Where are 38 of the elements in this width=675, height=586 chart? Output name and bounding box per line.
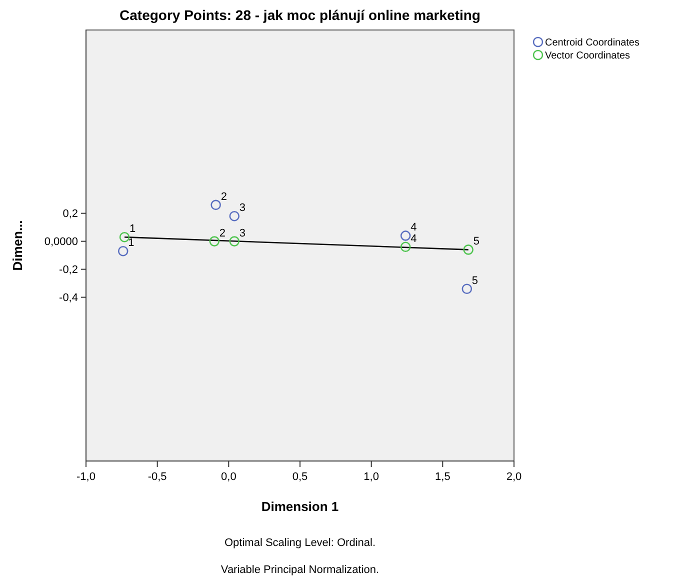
y-tick-label: 0,0000 (44, 236, 78, 248)
annotation: 4 (410, 222, 417, 234)
point (210, 200, 221, 210)
x-tick-label: -0,5 (148, 471, 167, 483)
chart-title: Category Points: 28 - jak moc plánují online marketing (120, 7, 480, 23)
x-tick-label: 1,5 (435, 471, 450, 483)
point (209, 236, 220, 246)
annotation: 4 (410, 232, 417, 245)
annotation: 3 (239, 202, 246, 214)
y-tick-label: -0,4 (59, 292, 78, 304)
point (229, 236, 240, 246)
point (463, 244, 474, 255)
y-tick-label: 0,2 (62, 208, 78, 220)
annotation: 3 (239, 227, 246, 240)
point (400, 242, 411, 252)
x-tick-label: 0,5 (292, 471, 308, 483)
y-axis-title: Dimen... (10, 220, 25, 271)
point (462, 284, 472, 294)
point (118, 246, 128, 256)
text: Optimal Scaling Level: Ordinal. (224, 537, 376, 549)
point (229, 210, 240, 222)
annotation: 5 (472, 274, 478, 287)
y-tick-label: -0,2 (59, 264, 78, 276)
annotation: 2 (219, 227, 226, 240)
text: Variable Principal Normalization. (220, 564, 380, 576)
annotation: 1 (128, 237, 134, 250)
point (400, 230, 411, 241)
x-axis-title: Dimension 1 (261, 499, 339, 514)
point (119, 232, 130, 242)
legend-label: Vector Coordinates (545, 50, 630, 62)
x-tick-label: 1,0 (364, 471, 379, 483)
x-tick-label: 0,0 (221, 471, 236, 483)
annotation: 1 (130, 223, 136, 236)
x-tick-label: -1,0 (76, 471, 96, 483)
legend-label: Centroid Coordinates (545, 38, 640, 48)
annotation: 5 (473, 236, 480, 248)
annotation: 2 (220, 190, 227, 203)
x-tick-label: 2,0 (506, 471, 522, 483)
